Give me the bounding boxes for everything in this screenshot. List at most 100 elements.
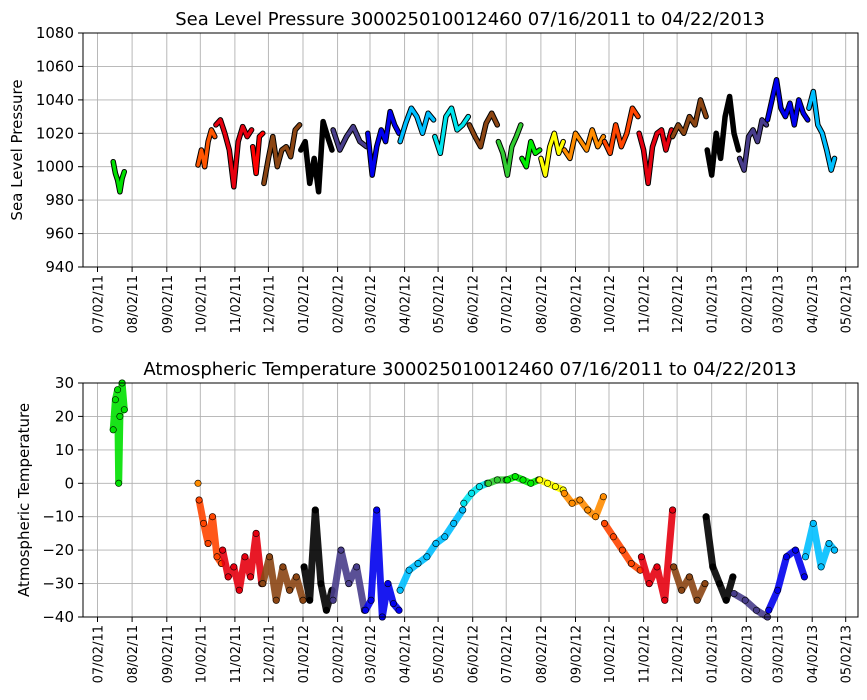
temperature-data-point [637, 553, 645, 561]
pressure-series-line [467, 111, 500, 149]
temperature-data-point [527, 479, 535, 487]
temperature-data-point [322, 606, 330, 614]
temperature-data-point [511, 473, 519, 481]
x-tick-label: 02/02/13 [740, 275, 755, 333]
y-tick-label: 1020 [36, 124, 74, 142]
temperature-data-point [120, 406, 128, 414]
temperature-series-trace [730, 590, 771, 621]
temperature-data-point [286, 586, 294, 594]
x-tick-label: 02/02/13 [740, 625, 755, 683]
temperature-data-point [460, 499, 468, 507]
x-tick-label: 10/02/12 [603, 625, 618, 683]
y-tick-label: 980 [45, 191, 74, 209]
temperature-data-point [678, 586, 686, 594]
pressure-series-line [214, 118, 254, 189]
pressure-series-line [562, 128, 606, 161]
temperature-y-axis-label: Atmospheric Temperature [15, 403, 33, 597]
temperature-data-point [204, 539, 212, 547]
pressure-series-line [539, 131, 565, 177]
x-tick-label: 02/02/12 [332, 275, 347, 333]
x-tick-label: 03/02/13 [772, 625, 787, 683]
temperature-data-point [116, 412, 124, 420]
pressure-series-line [366, 109, 401, 177]
y-tick-label: 10 [55, 441, 74, 459]
temperature-data-point [592, 513, 600, 521]
pressure-series-line [602, 106, 640, 156]
temperature-data-point [423, 553, 431, 561]
temperature-data-point [600, 519, 608, 527]
x-tick-label: 01/02/12 [297, 275, 312, 333]
temperature-data-point [311, 506, 319, 514]
temperature-data-point [414, 559, 422, 567]
temperature-data-point [300, 563, 308, 571]
temperature-chart: Atmospheric Temperature 300025010012460 … [15, 359, 859, 683]
x-tick-label: 10/02/11 [194, 625, 209, 683]
y-tick-label: 960 [45, 225, 74, 243]
pressure-series-line [670, 98, 708, 139]
temperature-series-trace [637, 506, 677, 604]
temperature-data-point [213, 553, 221, 561]
temperature-data-point [247, 573, 255, 581]
temperature-data-point [493, 476, 501, 484]
pressure-series-line [299, 119, 334, 194]
x-tick-label: 08/02/11 [126, 625, 141, 683]
pressure-y-axis-label: Sea Level Pressure [8, 79, 26, 220]
temperature-data-point [715, 580, 723, 588]
x-tick-label: 05/02/12 [432, 275, 447, 333]
temperature-data-point [389, 600, 397, 608]
x-tick-label: 11/02/11 [229, 625, 244, 683]
temperature-data-point [752, 606, 760, 614]
temperature-data-point [361, 606, 369, 614]
x-tick-label: 04/02/13 [806, 625, 821, 683]
pressure-series-line [705, 94, 741, 177]
temperature-data-point [317, 580, 325, 588]
temperature-data-point [701, 580, 709, 588]
temperature-data-point [265, 553, 273, 561]
temperature-data-point [384, 580, 392, 588]
temperature-data-point [279, 563, 287, 571]
y-tick-label: −40 [42, 608, 74, 626]
temperature-series-trace [219, 529, 266, 594]
x-tick-label: 01/02/12 [297, 625, 312, 683]
temperature-data-point [669, 506, 677, 514]
pressure-series-line [331, 124, 369, 152]
temperature-data-point [536, 476, 544, 484]
temperature-data-point [235, 586, 243, 594]
temperature-data-point [484, 479, 492, 487]
temperature-data-point [618, 546, 626, 554]
temperature-data-point [685, 573, 693, 581]
pressure-series-line [262, 123, 302, 186]
x-tick-label: 04/02/12 [399, 275, 414, 333]
temperature-data-point [224, 573, 232, 581]
x-tick-label: 12/02/12 [671, 275, 686, 333]
temperature-data-point [609, 533, 617, 541]
temperature-data-point [809, 519, 817, 527]
temperature-data-point [111, 396, 119, 404]
temperature-data-point [729, 573, 737, 581]
temperature-data-point [722, 596, 730, 604]
x-tick-label: 09/02/12 [570, 275, 585, 333]
temperature-data-point [782, 553, 790, 561]
temperature-data-point [299, 596, 307, 604]
temperature-series-trace [536, 476, 567, 494]
temperature-data-point [373, 506, 381, 514]
x-tick-label: 05/02/12 [432, 625, 447, 683]
temperature-data-point [115, 479, 123, 487]
pressure-chart: Sea Level Pressure 300025010012460 07/16… [8, 9, 859, 333]
temperature-data-point [702, 513, 710, 521]
temperature-data-point [774, 586, 782, 594]
temperature-data-point [503, 476, 511, 484]
x-tick-label: 10/02/11 [194, 275, 209, 333]
x-tick-label: 12/02/11 [262, 625, 277, 683]
temperature-data-point [405, 566, 413, 574]
pressure-chart-title: Sea Level Pressure 300025010012460 07/16… [175, 9, 765, 30]
pressure-series-line [765, 78, 810, 127]
temperature-data-point [194, 479, 202, 487]
temperature-data-point [568, 499, 576, 507]
pressure-series-line [250, 131, 265, 176]
y-tick-label: 1060 [36, 57, 74, 75]
x-tick-label: 04/02/13 [806, 275, 821, 333]
temperature-data-point [765, 606, 773, 614]
x-tick-label: 08/02/12 [535, 625, 550, 683]
